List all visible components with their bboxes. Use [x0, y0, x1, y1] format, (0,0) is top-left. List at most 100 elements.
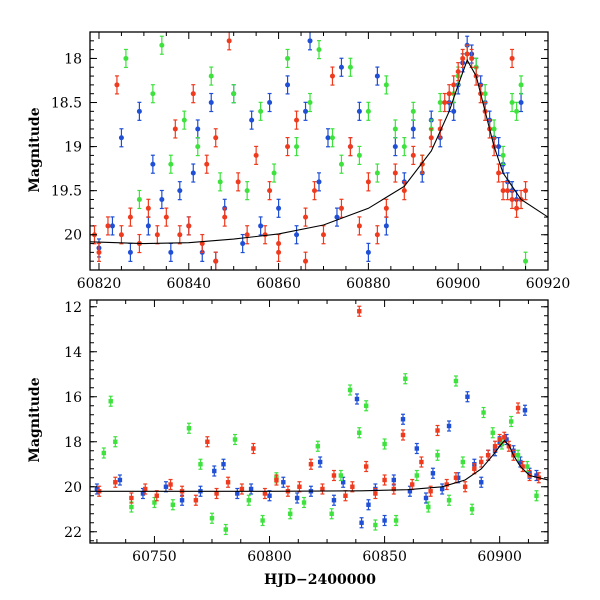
- top-green-point: [482, 84, 488, 104]
- top-y-tick-label: 19.5: [51, 184, 82, 200]
- bottom-green-point: [329, 508, 334, 520]
- top-red-point: [118, 225, 124, 245]
- bottom-red-point: [331, 469, 337, 482]
- top-x-tick-label: 60820: [77, 276, 122, 292]
- top-red-point: [163, 207, 169, 227]
- top-red-point: [401, 181, 407, 201]
- bottom-green-point: [453, 375, 459, 387]
- top-red-point: [312, 181, 318, 201]
- bottom-red-point: [225, 476, 231, 488]
- bottom-red-point: [391, 483, 396, 495]
- bottom-red-point: [320, 483, 325, 495]
- bottom-blue-point: [446, 420, 452, 432]
- top-blue-point: [334, 207, 340, 227]
- top-blue-point: [145, 216, 151, 236]
- bottom-blue-point: [407, 485, 413, 497]
- top-red-point: [329, 66, 335, 86]
- bottom-blue-point: [522, 404, 528, 416]
- bottom-green-point: [186, 422, 192, 434]
- bottom-y-axis-label: Magnitude: [27, 377, 43, 462]
- top-blue-point: [383, 216, 389, 236]
- bottom-red-point: [435, 424, 440, 437]
- top-green-point: [208, 66, 214, 86]
- top-red-point: [177, 225, 183, 245]
- top-red-point: [419, 154, 425, 174]
- top-blue-point: [496, 136, 502, 157]
- top-blue-point: [374, 66, 380, 86]
- bottom-blue-point: [430, 467, 436, 479]
- bottom-green-point: [288, 508, 293, 520]
- bottom-green-point: [232, 433, 238, 446]
- top-red-point: [446, 84, 452, 104]
- top-blue-point: [267, 92, 273, 113]
- bottom-blue-point: [414, 442, 420, 455]
- bottom-red-point: [515, 402, 521, 414]
- top-green-point: [307, 92, 313, 113]
- bottom-green-point: [490, 427, 495, 439]
- bottom-red-point: [363, 460, 369, 473]
- top-green-point: [365, 101, 371, 121]
- top-red-point: [303, 207, 309, 227]
- bottom-y-tick-label: 14: [64, 345, 82, 361]
- top-blue-point: [118, 128, 124, 148]
- top-red-point: [365, 172, 371, 192]
- top-red-point: [114, 75, 120, 95]
- bottom-green-point: [460, 456, 466, 468]
- top-x-tick-label: 60860: [256, 276, 301, 292]
- top-green-point: [491, 119, 497, 139]
- top-blue-point: [177, 181, 183, 201]
- bottom-green-point: [534, 490, 539, 502]
- top-blue-point: [276, 198, 282, 218]
- bottom-data-points: [94, 305, 541, 536]
- bottom-green-point: [426, 501, 431, 513]
- top-blue-point: [159, 189, 165, 210]
- top-blue-point: [365, 242, 371, 262]
- bottom-green-point: [414, 469, 420, 482]
- bottom-x-axis-label: HJD−2400000: [264, 572, 376, 588]
- top-red-point: [105, 216, 111, 236]
- top-red-point: [226, 32, 232, 51]
- bottom-green-point: [382, 438, 387, 450]
- bottom-red-point: [343, 490, 348, 502]
- bottom-red-point: [308, 458, 314, 470]
- top-green-point: [374, 163, 380, 183]
- top-green-point: [347, 57, 353, 77]
- top-red-point: [127, 207, 133, 227]
- bottom-green-point: [198, 458, 203, 470]
- top-red-point: [186, 216, 192, 236]
- bottom-blue-point: [267, 490, 272, 502]
- top-blue-point: [249, 110, 255, 130]
- top-red-point: [244, 225, 250, 245]
- top-green-point: [509, 92, 515, 113]
- top-x-tick-label: 60920: [526, 276, 571, 292]
- top-green-point: [231, 84, 237, 104]
- top-plot-frame: [89, 31, 549, 271]
- top-green-point: [356, 145, 362, 166]
- bottom-red-point: [350, 481, 355, 493]
- bottom-red-point: [274, 474, 279, 486]
- top-blue-point: [240, 233, 246, 254]
- bottom-green-point: [347, 384, 353, 396]
- top-red-point: [190, 84, 196, 104]
- bottom-blue-point: [479, 476, 484, 488]
- bottom-green-point: [508, 415, 514, 428]
- top-red-point: [442, 92, 448, 113]
- bottom-blue-point: [294, 492, 300, 504]
- top-blue-point: [208, 92, 214, 113]
- bottom-red-point: [444, 478, 449, 491]
- top-green-point: [285, 48, 291, 69]
- bottom-blue-point: [281, 476, 286, 488]
- top-blue-point: [325, 128, 331, 148]
- top-red-point: [428, 128, 434, 148]
- top-red-point: [392, 163, 398, 183]
- bottom-y-tick-label: 22: [64, 525, 82, 541]
- top-green-point: [383, 75, 389, 95]
- top-green-point: [217, 172, 223, 192]
- bottom-green-point: [101, 447, 107, 459]
- bottom-green-point: [108, 395, 113, 407]
- bottom-green-point: [338, 469, 344, 482]
- bottom-red-point: [419, 456, 424, 468]
- bottom-green-point: [209, 512, 215, 524]
- bottom-blue-point: [331, 494, 337, 506]
- bottom-red-point: [479, 456, 484, 468]
